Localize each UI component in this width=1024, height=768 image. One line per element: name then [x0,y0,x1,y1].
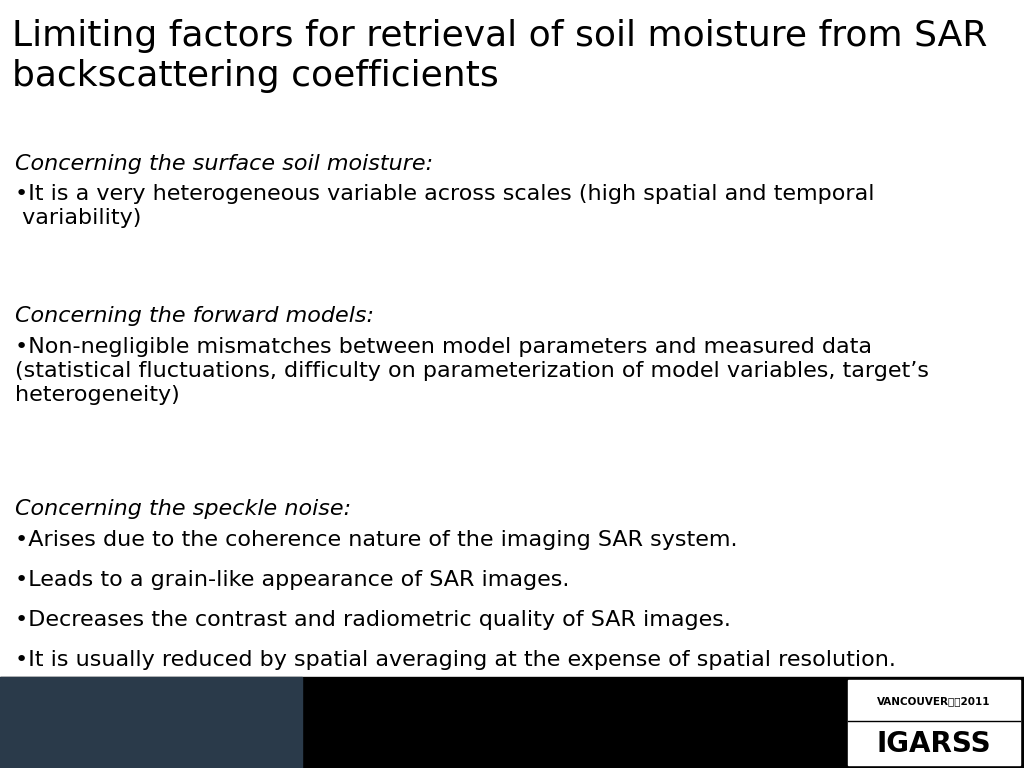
Text: •Decreases the contrast and radiometric quality of SAR images.: •Decreases the contrast and radiometric … [15,610,731,630]
Bar [0,677,302,768]
Text: VANCOUVER仙台2011: VANCOUVER仙台2011 [878,696,990,706]
Text: •It is a very heterogeneous variable across scales (high spatial and temporal
 v: •It is a very heterogeneous variable acr… [15,184,874,228]
Text: •Arises due to the coherence nature of the imaging SAR system.: •Arises due to the coherence nature of t… [15,530,738,550]
Text: Concerning the speckle noise:: Concerning the speckle noise: [15,499,351,519]
Text: Limiting factors for retrieval of soil moisture from SAR
backscattering coeffici: Limiting factors for retrieval of soil m… [12,19,988,93]
Text: Concerning the forward models:: Concerning the forward models: [15,306,375,326]
Bar [848,680,1020,765]
Text: •It is usually reduced by spatial averaging at the expense of spatial resolution: •It is usually reduced by spatial averag… [15,650,896,670]
Text: •Non-negligible mismatches between model parameters and measured data
(statistic: •Non-negligible mismatches between model… [15,337,930,406]
Text: Concerning the surface soil moisture:: Concerning the surface soil moisture: [15,154,433,174]
Text: •Leads to a grain-like appearance of SAR images.: •Leads to a grain-like appearance of SAR… [15,570,569,590]
Bar [0,677,1024,768]
Text: IGARSS: IGARSS [877,730,991,758]
